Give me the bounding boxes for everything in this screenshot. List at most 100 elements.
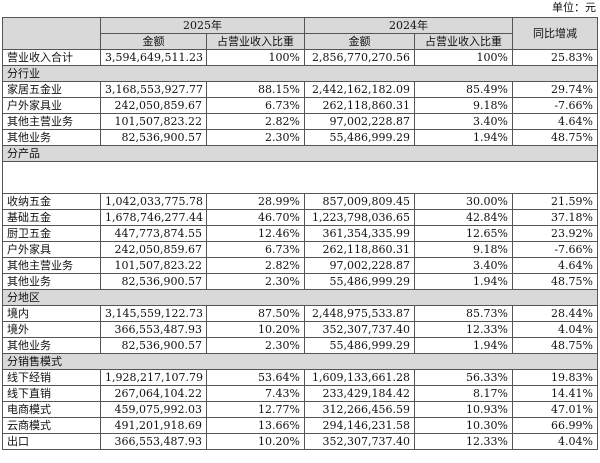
row-label: 其他主营业务: [2, 257, 101, 274]
share-2024: 42.84%: [414, 209, 513, 226]
total-amount-2024: 2,856,770,270.56: [304, 49, 415, 66]
section-header-row: 分销售模式: [2, 353, 598, 370]
share-2025: 88.15%: [206, 81, 305, 98]
yoy: 29.74%: [512, 81, 598, 98]
amount-2024: 361,354,335.99: [304, 225, 415, 242]
share-2025: 13.66%: [206, 417, 305, 434]
amount-2024: 55,486,999.29: [304, 273, 415, 290]
share-2024: 12.65%: [414, 225, 513, 242]
share-2024: 1.94%: [414, 129, 513, 146]
share-2024: 12.33%: [414, 321, 513, 338]
yoy: 19.83%: [512, 369, 598, 386]
blank-spacer-cell: [2, 161, 598, 194]
share-2025: 2.30%: [206, 129, 305, 146]
share-2025: 2.30%: [206, 337, 305, 354]
share-2025: 28.99%: [206, 193, 305, 210]
total-label: 营业收入合计: [2, 49, 101, 66]
amount-2024: 262,118,860.31: [304, 241, 415, 258]
amount-2024: 294,146,231.58: [304, 417, 415, 434]
amount-2025: 3,145,559,122.73: [100, 305, 207, 322]
yoy: 48.75%: [512, 273, 598, 290]
share-2025-header: 占营业收入比重: [206, 33, 305, 50]
amount-2024: 352,307,737.40: [304, 433, 415, 450]
yoy: 28.44%: [512, 305, 598, 322]
amount-2025: 242,050,859.67: [100, 97, 207, 114]
table-row: 其他主营业务 101,507,823.22 2.82% 97,002,228.87 3.…: [2, 257, 598, 274]
amount-2024: 55,486,999.29: [304, 337, 415, 354]
table-row: 境内 3,145,559,122.73 87.50% 2,448,975,533.87…: [2, 305, 598, 322]
amount-2024: 97,002,228.87: [304, 257, 415, 274]
yoy: 4.64%: [512, 113, 598, 130]
yoy: -7.66%: [512, 241, 598, 258]
amount-2024: 857,009,809.45: [304, 193, 415, 210]
section-title: 分地区: [2, 289, 598, 306]
row-label: 家居五金业: [2, 81, 101, 98]
total-share-2025: 100%: [206, 49, 305, 66]
amount-2025: 101,507,823.22: [100, 113, 207, 130]
row-label: 出口: [2, 433, 101, 450]
section-title: 分产品: [2, 145, 598, 162]
share-2025: 10.20%: [206, 433, 305, 450]
amount-2025: 242,050,859.67: [100, 241, 207, 258]
yoy: 4.04%: [512, 433, 598, 450]
share-2024: 85.49%: [414, 81, 513, 98]
corner-cell: [2, 17, 101, 50]
row-label: 户外家具: [2, 241, 101, 258]
share-2024: 12.33%: [414, 433, 513, 450]
yoy: 14.41%: [512, 385, 598, 402]
share-2025: 2.82%: [206, 257, 305, 274]
amount-2025: 3,168,553,927.77: [100, 81, 207, 98]
amount-2025: 447,773,874.55: [100, 225, 207, 242]
amount-2025: 366,553,487.93: [100, 321, 207, 338]
share-2025: 2.30%: [206, 273, 305, 290]
table-row: 户外家具业 242,050,859.67 6.73% 262,118,860.31 9.…: [2, 97, 598, 114]
table-row: 家居五金业 3,168,553,927.77 88.15% 2,442,162,182…: [2, 81, 598, 98]
section-header-row: 分地区: [2, 289, 598, 306]
amount-2025: 459,075,992.03: [100, 401, 207, 418]
amount-2024: 2,442,162,182.09: [304, 81, 415, 98]
row-label: 电商模式: [2, 401, 101, 418]
amount-2025: 491,201,918.69: [100, 417, 207, 434]
row-label: 其他主营业务: [2, 113, 101, 130]
share-2025: 46.70%: [206, 209, 305, 226]
year-2024-header: 2024年: [304, 17, 513, 34]
share-2024: 56.33%: [414, 369, 513, 386]
share-2024: 9.18%: [414, 97, 513, 114]
table-row: 线下直销 267,064,104.22 7.43% 233,429,184.42 8.1…: [2, 385, 598, 402]
row-label: 境内: [2, 305, 101, 322]
row-label: 户外家具业: [2, 97, 101, 114]
yoy: 21.59%: [512, 193, 598, 210]
share-2024: 3.40%: [414, 113, 513, 130]
amount-2024: 233,429,184.42: [304, 385, 415, 402]
amount-2025: 366,553,487.93: [100, 433, 207, 450]
table-row: 线下经销 1,928,217,107.79 53.64% 1,609,133,661.…: [2, 369, 598, 386]
row-label: 其他业务: [2, 337, 101, 354]
row-label: 收纳五金: [2, 193, 101, 210]
yoy: 4.04%: [512, 321, 598, 338]
share-2025: 7.43%: [206, 385, 305, 402]
yoy-header: 同比增减: [512, 17, 598, 50]
yoy: 48.75%: [512, 129, 598, 146]
amount-2024: 352,307,737.40: [304, 321, 415, 338]
share-2024: 10.93%: [414, 401, 513, 418]
amount-2025: 1,928,217,107.79: [100, 369, 207, 386]
table-row: 户外家具 242,050,859.67 6.73% 262,118,860.31 9.1…: [2, 241, 598, 258]
share-2024: 1.94%: [414, 273, 513, 290]
amount-2024: 1,609,133,661.28: [304, 369, 415, 386]
yoy: 4.64%: [512, 257, 598, 274]
table-row: 其他业务 82,536,900.57 2.30% 55,486,999.29 1.94%…: [2, 273, 598, 290]
row-label: 基础五金: [2, 209, 101, 226]
amount-2025: 82,536,900.57: [100, 129, 207, 146]
amount-2024: 2,448,975,533.87: [304, 305, 415, 322]
share-2024: 30.00%: [414, 193, 513, 210]
amount-2025-header: 金额: [100, 33, 207, 50]
row-label: 其他业务: [2, 273, 101, 290]
amount-2024: 55,486,999.29: [304, 129, 415, 146]
share-2024: 3.40%: [414, 257, 513, 274]
yoy: -7.66%: [512, 97, 598, 114]
revenue-breakdown-table: 2025年 2024年 同比增减 金额 占营业收入比重 金额 占营业收入比重 营…: [2, 17, 598, 450]
yoy: 66.99%: [512, 417, 598, 434]
row-label: 云商模式: [2, 417, 101, 434]
share-2024: 8.17%: [414, 385, 513, 402]
table-row: 其他业务 82,536,900.57 2.30% 55,486,999.29 1.94%…: [2, 129, 598, 146]
